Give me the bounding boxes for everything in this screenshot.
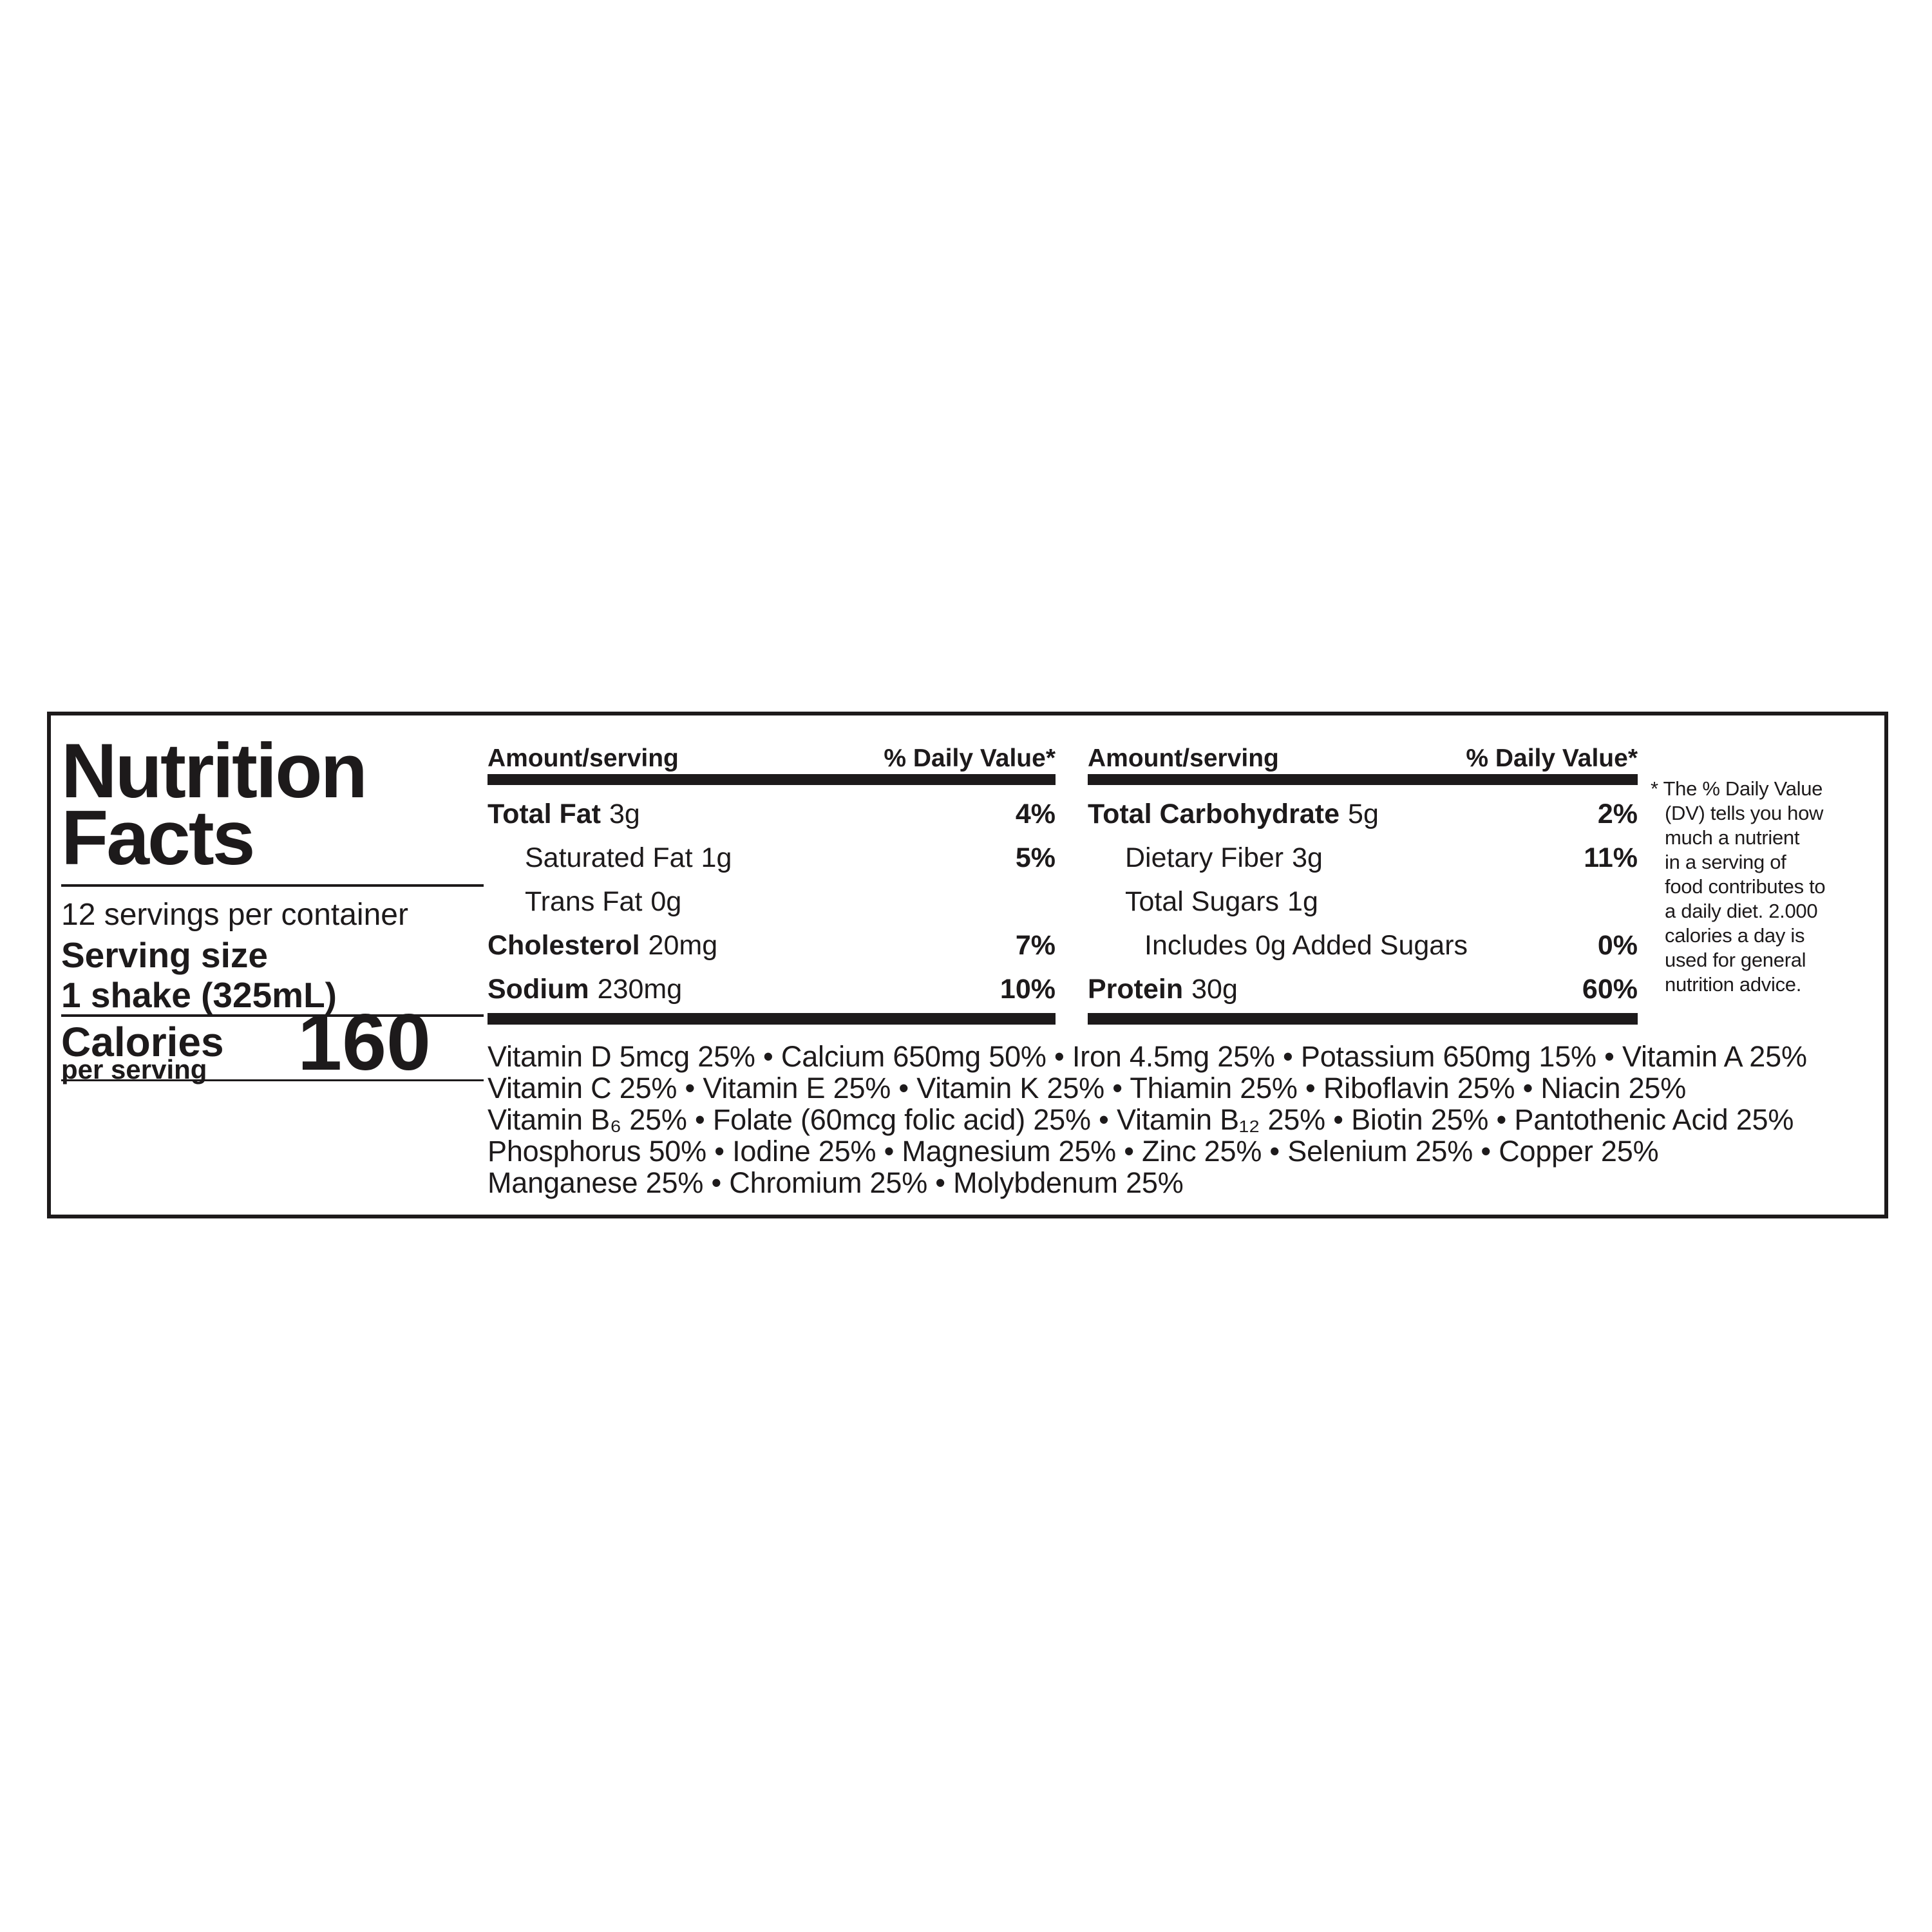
nutrient-column-1: Amount/serving % Daily Value* Total Fat … [488,715,1056,1215]
title-line-2: Facts [61,795,255,881]
nutrient-amount: 30g [1191,974,1238,1005]
nutrient-name: Sodium [488,974,589,1005]
nutrient-row-cholesterol: Cholesterol 20mg 7% [488,931,1056,960]
nutrient-name: Trans Fat [525,886,643,917]
nutrient-name: Saturated Fat [525,842,693,873]
footer-bar [1088,1013,1638,1025]
micronutrients-line: Manganese 25% • Chromium 25% • Molybdenu… [488,1166,1184,1199]
nutrient-row-total-sugars: Total Sugars 1g [1088,887,1638,916]
nutrient-row-added-sugars: Includes 0g Added Sugars 0% [1088,931,1638,960]
nutrient-dv: 11% [1584,842,1638,873]
nutrient-row-total-fat: Total Fat 3g 4% [488,799,1056,829]
nutrient-row-protein: Protein 30g 60% [1088,974,1638,1004]
nutrient-dv: 0% [1597,930,1638,961]
nutrient-name: Total Sugars [1125,886,1280,917]
nutrient-amount: 5g [1348,799,1379,829]
calories-per-serving-label: per serving [61,1054,207,1084]
serving-size-label: Serving size [61,935,268,975]
divider [61,1079,484,1081]
footer-bar [488,1013,1056,1025]
nutrient-amount: 0g [650,886,682,917]
nutrient-name: Cholesterol [488,930,640,961]
nutrient-dv: 7% [1015,930,1056,961]
title-line-1: Nutrition [61,728,368,814]
amount-serving-header: Amount/serving [1088,744,1279,772]
micronutrients: Vitamin D 5mcg 25% • Calcium 650mg 50% •… [488,1041,1879,1198]
nutrient-amount: 230mg [597,974,683,1005]
nutrient-amount: 3g [609,799,640,829]
nutrient-row-dietary-fiber: Dietary Fiber 3g 11% [1088,843,1638,873]
nutrient-dv: 60% [1582,974,1638,1005]
nutrient-amount: 1g [701,842,732,873]
nutrient-name: Includes 0g Added Sugars [1144,930,1468,961]
column-header: Amount/serving % Daily Value* [488,744,1056,773]
daily-value-header: % Daily Value* [884,744,1056,772]
nutrient-row-sodium: Sodium 230mg 10% [488,974,1056,1004]
micronutrients-line: Vitamin C 25% • Vitamin E 25% • Vitamin … [488,1072,1687,1104]
nutrient-row-saturated-fat: Saturated Fat 1g 5% [488,843,1056,873]
nutrient-name: Dietary Fiber [1125,842,1284,873]
micronutrients-line: Vitamin D 5mcg 25% • Calcium 650mg 50% •… [488,1040,1807,1073]
nutrient-dv: 5% [1015,842,1056,873]
nutrient-amount: 1g [1287,886,1318,917]
nutrient-dv: 4% [1015,799,1056,829]
calories-label: Calories [61,1019,224,1065]
nutrient-name: Total Fat [488,799,601,829]
micronutrients-line: Phosphorus 50% • Iodine 25% • Magnesium … [488,1135,1659,1168]
nutrition-facts-label: Nutrition Facts 12 servings per containe… [47,712,1888,1218]
nutrient-amount: 3g [1292,842,1323,873]
nutrient-dv: 2% [1597,799,1638,829]
nutrient-name: Total Carbohydrate [1088,799,1340,829]
header-bar [1088,774,1638,785]
divider [61,884,484,887]
header-bar [488,774,1056,785]
divider [61,1014,484,1017]
nutrient-row-total-carbohydrate: Total Carbohydrate 5g 2% [1088,799,1638,829]
nutrient-name: Protein [1088,974,1184,1005]
servings-per-container: 12 servings per container [61,898,408,932]
micronutrients-line: Vitamin B₆ 25% • Folate (60mcg folic aci… [488,1103,1794,1136]
calories-value: 160 [298,998,431,1087]
daily-value-footnote: * The % Daily Value (DV) tells you how m… [1651,777,1826,996]
serving-size-value: 1 shake (325mL) [61,975,337,1015]
nutrient-column-2: Amount/serving % Daily Value* Total Carb… [1088,715,1638,1215]
daily-value-header: % Daily Value* [1466,744,1638,772]
nutrient-amount: 20mg [648,930,718,961]
nutrition-facts-title: Nutrition Facts [61,728,368,881]
nutrient-dv: 10% [999,974,1056,1005]
nutrient-row-trans-fat: Trans Fat 0g [488,887,1056,916]
amount-serving-header: Amount/serving [488,744,679,772]
column-header: Amount/serving % Daily Value* [1088,744,1638,773]
